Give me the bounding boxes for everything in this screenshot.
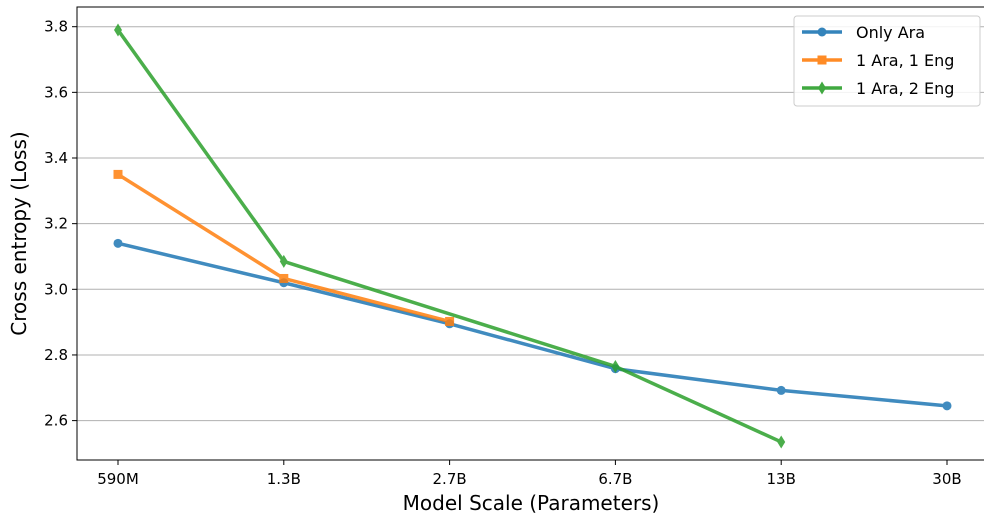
- y-axis-ticks: 2.6 2.8 3.0 3.2 3.4 3.6 3.8: [44, 18, 77, 430]
- y-tick-label: 2.8: [44, 346, 68, 364]
- data-point: [611, 359, 620, 373]
- x-tick-label: 1.3B: [267, 470, 301, 488]
- legend-entry: [802, 55, 842, 65]
- legend-box: [793, 15, 981, 107]
- x-tick-label: 13B: [767, 470, 796, 488]
- series-3: [114, 23, 786, 449]
- x-tick-label: 6.7B: [598, 470, 632, 488]
- y-tick-label: 3.6: [44, 83, 68, 101]
- y-axis-label: Cross entropy (Loss): [7, 131, 31, 335]
- x-axis-ticks: 590M 1.3B 2.7B 6.7B 13B 30B: [97, 460, 962, 488]
- plot-frame: [76, 6, 984, 461]
- data-point: [113, 238, 123, 248]
- x-tick-label: 590M: [97, 470, 139, 488]
- data-point: [776, 385, 786, 395]
- data-point: [279, 273, 289, 283]
- legend-label: Only Ara: [856, 23, 925, 42]
- legend-marker: [817, 27, 827, 37]
- data-point: [113, 169, 123, 179]
- x-axis-label: Model Scale (Parameters): [403, 491, 660, 514]
- y-tick-label: 3.8: [44, 18, 68, 36]
- legend-entry: [802, 27, 842, 37]
- grid-lines: [77, 26, 984, 422]
- legend-label: 1 Ara, 1 Eng: [856, 51, 954, 70]
- x-tick-label: 2.7B: [433, 470, 467, 488]
- y-tick-label: 2.6: [44, 412, 68, 430]
- legend-marker: [817, 55, 827, 65]
- data-point: [114, 23, 122, 37]
- x-tick-label: 30B: [932, 470, 961, 488]
- series-line: [116, 28, 783, 444]
- legend: Only Ara 1 Ara, 1 Eng 1 Ara, 2 Eng: [793, 15, 981, 107]
- data-point: [445, 316, 455, 326]
- y-tick-label: 3.0: [44, 280, 68, 298]
- series-2: [113, 169, 455, 326]
- series-1: [113, 238, 952, 411]
- y-tick-label: 3.4: [44, 149, 68, 167]
- legend-marker: [818, 81, 826, 95]
- series-line: [116, 241, 949, 408]
- data-point: [279, 254, 288, 268]
- y-tick-label: 3.2: [44, 215, 68, 233]
- legend-entry: [802, 81, 842, 95]
- data-point: [777, 435, 786, 449]
- legend-label: 1 Ara, 2 Eng: [856, 79, 954, 98]
- data-point: [942, 401, 952, 411]
- series-layer: [113, 23, 952, 449]
